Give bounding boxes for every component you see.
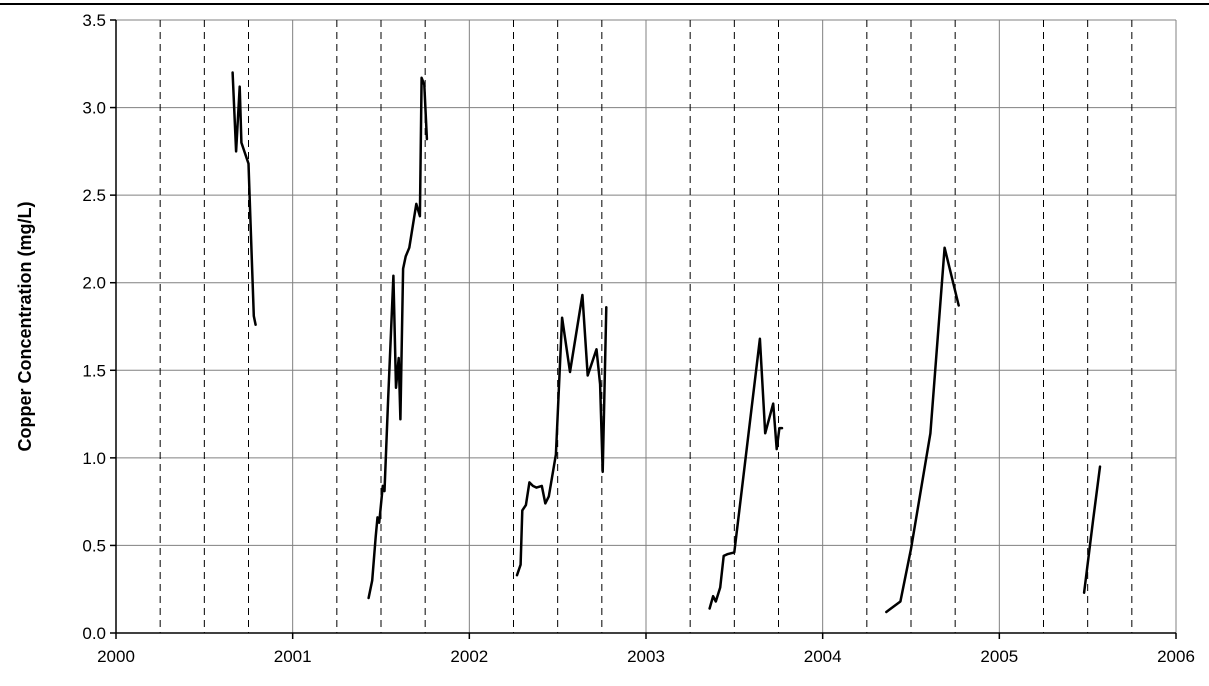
x-tick-label: 2001 [274, 647, 312, 666]
x-tick-label: 2004 [804, 647, 842, 666]
series-line-segment [708, 337, 784, 610]
series-line-segment [231, 71, 257, 326]
series-line-segment [515, 293, 608, 577]
x-tick-label: 2003 [627, 647, 665, 666]
y-tick-label: 0.5 [82, 536, 106, 555]
data-series [231, 71, 1102, 614]
y-tick-label: 1.5 [82, 361, 106, 380]
y-tick-label: 2.5 [82, 186, 106, 205]
x-tick-label: 2005 [980, 647, 1018, 666]
x-tick-label: 2006 [1157, 647, 1195, 666]
y-tick-label: 1.0 [82, 449, 106, 468]
x-tick-labels: 2000 2001 2002 2003 2004 2005 2006 [97, 633, 1195, 666]
series-line-segment [885, 246, 960, 614]
series-line-segment [1082, 465, 1102, 594]
y-tick-label: 3.0 [82, 99, 106, 118]
y-axis-title: Copper Concentration (mg/L) [15, 202, 35, 452]
y-tick-label: 0.0 [82, 624, 106, 643]
series-line-segment [367, 76, 429, 600]
x-year-gridlines [292, 20, 1177, 633]
y-tick-label: 3.5 [82, 11, 106, 30]
y-tick-labels: 0.0 0.5 1.0 1.5 2.0 2.5 3.0 3.5 [82, 11, 116, 643]
x-quarter-gridlines [159, 20, 1133, 633]
x-tick-label: 2002 [450, 647, 488, 666]
x-tick-label: 2000 [97, 647, 135, 666]
y-tick-label: 2.0 [82, 274, 106, 293]
